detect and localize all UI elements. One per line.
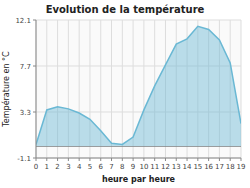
x-tick [57, 158, 58, 161]
x-axis [36, 158, 241, 159]
x-tick [230, 158, 231, 161]
x-tick-label: 2 [55, 163, 59, 171]
plot-area [36, 26, 241, 146]
x-tick [165, 158, 166, 161]
x-tick [46, 158, 47, 161]
x-tick-label: 9 [131, 163, 135, 171]
y-axis-label: Température en °C [1, 51, 11, 128]
x-tick-label: 10 [139, 163, 148, 171]
x-tick [122, 158, 123, 161]
zero-line [36, 146, 241, 147]
line [36, 26, 241, 144]
y-tick [33, 112, 36, 113]
title: Evolution de la température [46, 4, 205, 15]
x-tick-label: 13 [172, 163, 181, 171]
x-tick-label: 5 [88, 163, 92, 171]
x-tick [89, 158, 90, 161]
grid-line [111, 20, 112, 158]
x-tick-label: 6 [99, 163, 104, 171]
y-tick-label: 7.7 [20, 63, 31, 71]
x-tick-label: 0 [34, 163, 38, 171]
grid-line [36, 158, 241, 159]
area [36, 26, 241, 146]
y-tick [33, 158, 36, 159]
x-tick-label: 19 [237, 163, 246, 171]
x-tick [100, 158, 101, 161]
x-tick-label: 14 [183, 163, 192, 171]
y-tick [33, 20, 36, 21]
plot-background [36, 20, 241, 158]
x-tick-label: 17 [215, 163, 224, 171]
x-tick-label: 3 [66, 163, 70, 171]
x-tick [68, 158, 69, 161]
x-tick-label: 15 [193, 163, 202, 171]
x-tick [111, 158, 112, 161]
x-axis-label: heure par heure [102, 175, 176, 184]
x-tick [154, 158, 155, 161]
grid [36, 20, 241, 158]
x-tick-label: 16 [204, 163, 213, 171]
x-tick-label: 1 [45, 163, 49, 171]
x-tick-label: 18 [226, 163, 235, 171]
x-tick [241, 158, 242, 161]
x-tick-label: 12 [161, 163, 170, 171]
y-tick-label: 3.3 [20, 109, 31, 117]
x-tick-label: 8 [120, 163, 124, 171]
x-tick [219, 158, 220, 161]
x-tick [208, 158, 209, 161]
grid-line [122, 20, 123, 158]
y-tick-label: 12.1 [15, 17, 31, 25]
grid-line [36, 20, 37, 158]
x-tick-label: 11 [150, 163, 159, 171]
x-tick [133, 158, 134, 161]
x-tick [143, 158, 144, 161]
y-axis [36, 20, 37, 158]
x-tick [197, 158, 198, 161]
chart: 012345678910111213141516171819-1.13.37.7… [0, 0, 250, 188]
chart-container: 012345678910111213141516171819-1.13.37.7… [0, 0, 250, 188]
x-tick-label: 4 [77, 163, 82, 171]
y-tick-label: -1.1 [17, 155, 31, 163]
x-tick [176, 158, 177, 161]
x-tick-label: 7 [109, 163, 113, 171]
x-tick [79, 158, 80, 161]
grid-line [36, 20, 241, 21]
x-tick [187, 158, 188, 161]
y-tick [33, 66, 36, 67]
